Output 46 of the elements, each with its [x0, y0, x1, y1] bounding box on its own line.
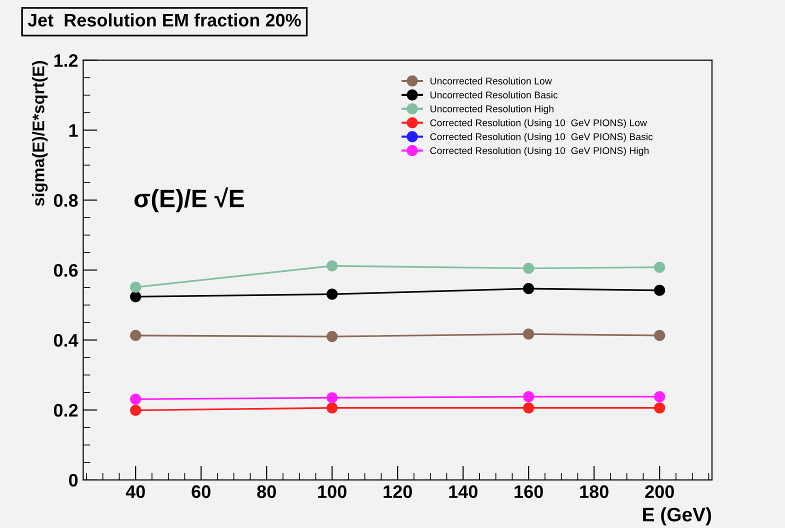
point — [130, 394, 142, 405]
point — [523, 391, 534, 402]
annotation: σ(E)/E √E — [134, 187, 244, 212]
legend-label: Uncorrected Resolution Low — [430, 77, 552, 84]
x-tick-label: 80 — [257, 485, 276, 498]
x-axis-title: E (GeV) — [643, 507, 712, 526]
legend-label: Uncorrected Resolution High — [430, 105, 554, 114]
point — [523, 283, 534, 294]
x-tick-label: 100 — [318, 485, 346, 498]
y-tick-label: 0.4 — [54, 334, 78, 347]
point — [654, 391, 666, 402]
point — [326, 402, 338, 414]
legend-label: Corrected Resolution (Using 10 GeV PIONS) Low — [430, 119, 648, 128]
y-axis-title: sigma(E)/E*sqrt(E) — [32, 61, 48, 206]
x-tick-label: 180 — [580, 485, 608, 498]
legend-label: Corrected Resolution (Using 10 GeV PIONS) Basic — [430, 133, 653, 142]
point — [130, 291, 142, 302]
point — [130, 404, 142, 416]
point — [130, 282, 142, 293]
x-tick-label: 160 — [514, 485, 543, 498]
point — [326, 392, 338, 404]
y-tick-label: 0 — [69, 474, 78, 487]
x-tick-label: 40 — [126, 485, 145, 498]
y-tick-label: 0.8 — [54, 194, 78, 207]
point — [326, 330, 338, 342]
point — [130, 330, 142, 342]
legend-label: Uncorrected Resolution Basic — [430, 91, 558, 98]
x-tick-label: 60 — [192, 485, 210, 498]
y-tick-label: 1 — [69, 124, 78, 137]
point — [654, 330, 666, 342]
x-tick-label: 200 — [645, 485, 674, 498]
point — [654, 402, 666, 414]
y-tick-label: 1.2 — [54, 54, 78, 67]
point — [654, 284, 666, 296]
point — [326, 260, 338, 272]
x-tick-label: 120 — [384, 485, 412, 498]
x-tick-label: 140 — [449, 485, 478, 498]
point — [523, 328, 534, 340]
point — [523, 402, 534, 414]
y-tick-label: 0.2 — [54, 404, 78, 417]
point — [523, 262, 534, 274]
point — [326, 288, 338, 300]
point — [654, 262, 666, 273]
legend-label: Corrected Resolution (Using 10 GeV PIONS) High — [430, 146, 649, 156]
y-tick-label: 0.6 — [54, 264, 78, 277]
chart-title: Jet Resolution EM fraction 20% — [28, 13, 301, 27]
